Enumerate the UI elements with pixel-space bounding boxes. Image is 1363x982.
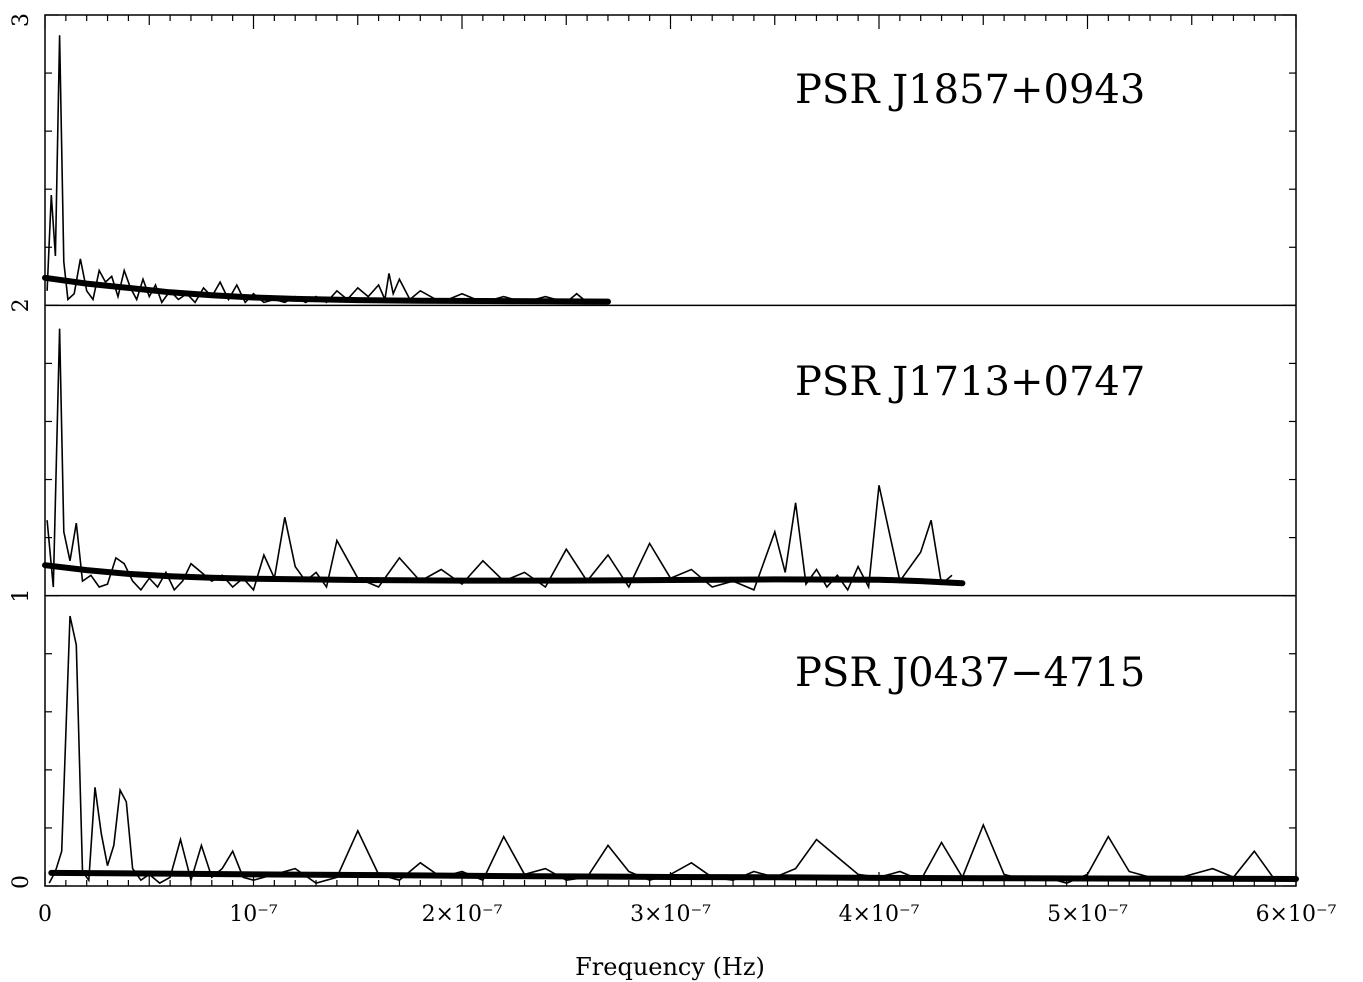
panel-0 xyxy=(42,35,611,305)
y-tick-labels: 0 1 2 3 xyxy=(9,13,34,889)
plot-border xyxy=(44,14,1297,887)
x-tick-label: 0 xyxy=(38,902,52,927)
model-curve xyxy=(48,869,1299,882)
x-tick-label: 3×10⁻⁷ xyxy=(630,902,711,927)
x-tick-label: 5×10⁻⁷ xyxy=(1047,902,1128,927)
panel-label: PSR J1713+0747 xyxy=(795,359,1145,405)
x-tick-label: 4×10⁻⁷ xyxy=(839,902,920,927)
model-curve xyxy=(42,274,611,305)
model-curve xyxy=(42,562,966,587)
y-tick-label: 3 xyxy=(9,13,34,27)
panel-labels: PSR J1857+0943 PSR J1713+0747 PSR J0437−47… xyxy=(795,67,1145,696)
x-tick-labels: 0 10⁻⁷ 2×10⁻⁷ 3×10⁻⁷ 4×10⁻⁷ 5×10⁻⁷ 6×10⁻⁷ xyxy=(38,902,1337,927)
spectra-series xyxy=(42,35,1299,885)
plot-frame xyxy=(44,14,1297,887)
panel-1 xyxy=(42,328,966,592)
x-tick-label: 2×10⁻⁷ xyxy=(422,902,503,927)
x-tick-label: 10⁻⁷ xyxy=(229,902,278,927)
y-tick-label: 1 xyxy=(9,589,34,603)
axis-ticks xyxy=(44,14,1297,887)
x-axis-label: Frequency (Hz) xyxy=(575,953,765,981)
panel-label: PSR J1857+0943 xyxy=(795,67,1145,113)
x-tick-label: 6×10⁻⁷ xyxy=(1256,902,1337,927)
y-tick-label: 0 xyxy=(9,875,34,889)
spectrum-line xyxy=(46,35,588,305)
panel-2 xyxy=(48,615,1299,885)
panel-label: PSR J0437−4715 xyxy=(795,650,1145,696)
y-tick-label: 2 xyxy=(9,298,34,312)
